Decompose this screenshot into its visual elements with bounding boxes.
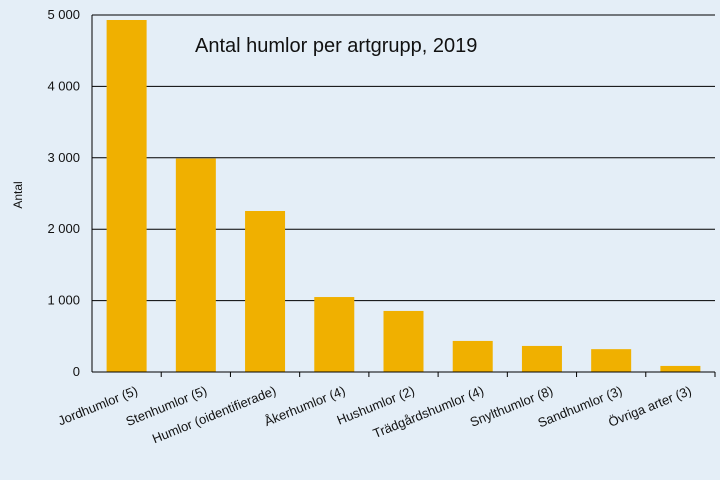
y-tick-label: 1 000: [47, 293, 80, 308]
y-tick-label: 4 000: [47, 78, 80, 93]
bar: [314, 297, 355, 372]
y-tick-label: 2 000: [47, 221, 80, 236]
bar: [106, 19, 147, 373]
chart-title: Antal humlor per artgrupp, 2019: [195, 35, 477, 57]
bar: [660, 365, 701, 372]
y-tick-label: 3 000: [47, 150, 80, 165]
y-axis-label: Antal: [11, 181, 25, 208]
bar: [521, 345, 562, 372]
y-tick-label: 0: [73, 364, 80, 379]
bar: [591, 349, 632, 372]
bar: [245, 210, 286, 372]
bar: [452, 340, 493, 372]
y-tick-label: 5 000: [47, 7, 80, 22]
bar: [175, 158, 216, 372]
bar: [383, 310, 424, 372]
